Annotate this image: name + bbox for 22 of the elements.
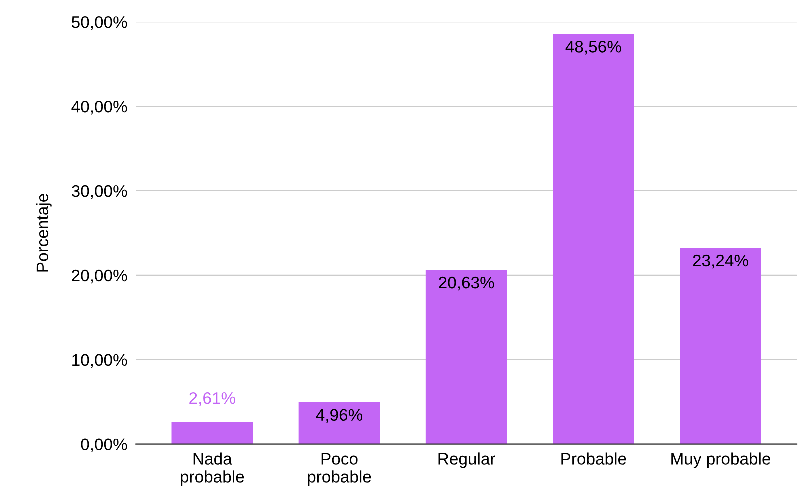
y-tick-label: 20,00%: [72, 270, 128, 284]
y-tick-label: 50,00%: [72, 16, 128, 30]
x-tick-label: Regular: [438, 452, 496, 468]
x-tick-label: Nada probable: [181, 452, 244, 486]
data-label: 2,61%: [190, 392, 236, 406]
data-label: 4,96%: [316, 409, 363, 424]
y-tick-label: 40,00%: [72, 100, 128, 115]
bar: [298, 402, 380, 444]
x-tick-label: Probable: [562, 452, 626, 465]
data-label: 23,24%: [693, 254, 748, 269]
data-label: 48,56%: [566, 41, 622, 55]
y-axis-title: Porcentaje: [36, 194, 52, 272]
bar: [172, 422, 254, 444]
x-tick-label: Muy probable: [672, 452, 770, 468]
y-tick-label: 30,00%: [72, 185, 128, 200]
bar: [553, 34, 634, 444]
data-label: 20,63%: [439, 276, 494, 291]
bar: [426, 270, 508, 444]
y-tick-label: 0,00%: [81, 438, 128, 453]
x-tick-label: Poco probable: [308, 453, 372, 486]
y-tick-label: 10,00%: [72, 354, 128, 368]
bar: [680, 248, 762, 444]
